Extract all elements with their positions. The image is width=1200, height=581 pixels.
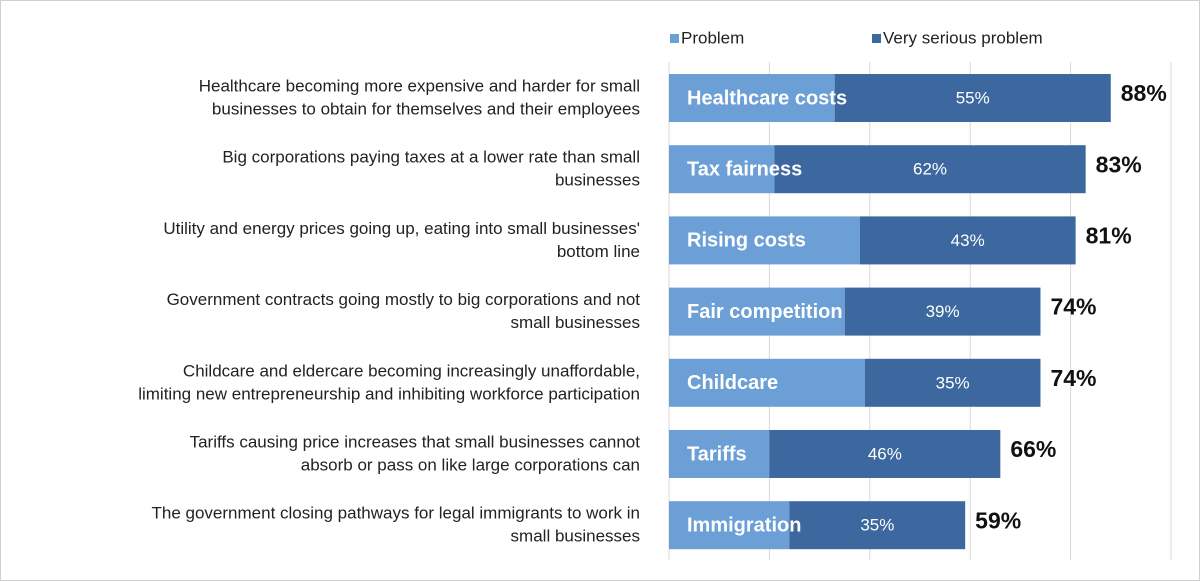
row-label: small businesses (511, 313, 640, 332)
total-label: 74% (1050, 294, 1096, 320)
segment-label: 62% (913, 160, 947, 179)
bar-name: Tariffs (687, 443, 747, 465)
row-label: Government contracts going mostly to big… (167, 290, 641, 309)
legend-swatch (872, 34, 881, 43)
total-label: 66% (1010, 436, 1056, 462)
legend-swatch (670, 34, 679, 43)
segment-label: 46% (868, 444, 902, 463)
row-label: businesses to obtain for themselves and … (212, 99, 640, 118)
bar-segment (669, 74, 835, 122)
row-label: Childcare and eldercare becoming increas… (183, 361, 640, 380)
total-label: 59% (975, 507, 1021, 533)
row-label: The government closing pathways for lega… (152, 504, 641, 523)
bar-name: Immigration (687, 514, 801, 536)
bar-name: Healthcare costs (687, 87, 847, 109)
bar-segment (864, 358, 1041, 407)
bar-segment (669, 145, 775, 194)
bar-name: Childcare (687, 372, 778, 394)
bar-segment (789, 501, 966, 550)
total-label: 81% (1086, 222, 1132, 248)
row-label: limiting new entrepreneurship and inhibi… (138, 384, 640, 403)
row-label: bottom line (557, 242, 640, 261)
row-label: small businesses (511, 527, 640, 546)
legend-label: Very serious problem (883, 28, 1043, 47)
bar-segment (834, 74, 1111, 122)
total-label: 88% (1121, 80, 1167, 106)
row-label: businesses (555, 171, 640, 190)
bar-segment (669, 501, 790, 550)
legend-label: Problem (681, 28, 744, 47)
bar-segment (859, 216, 1076, 265)
segment-label: 39% (926, 302, 960, 321)
bar-segment (669, 216, 860, 265)
row-label: Utility and energy prices going up, eati… (163, 219, 640, 238)
bar-segment (669, 287, 845, 336)
total-label: 83% (1096, 151, 1142, 177)
bar-segment (669, 430, 770, 478)
bar-segment (844, 287, 1041, 336)
segment-label: 35% (860, 516, 894, 535)
segment-label: 55% (956, 88, 990, 107)
bar-name: Fair competition (687, 301, 843, 323)
row-label: absorb or pass on like large corporation… (301, 455, 640, 474)
segment-label: 43% (951, 231, 985, 250)
bar-segment (774, 145, 1086, 194)
bar-name: Rising costs (687, 230, 806, 252)
bar-name: Tax fairness (687, 158, 802, 180)
row-label: Big corporations paying taxes at a lower… (222, 148, 640, 167)
row-label: Healthcare becoming more expensive and h… (199, 76, 640, 95)
segment-label: 35% (936, 373, 970, 392)
bar-segment (669, 358, 865, 407)
bar-segment (769, 430, 1001, 478)
total-label: 74% (1050, 365, 1096, 391)
row-label: Tariffs causing price increases that sma… (190, 432, 641, 451)
